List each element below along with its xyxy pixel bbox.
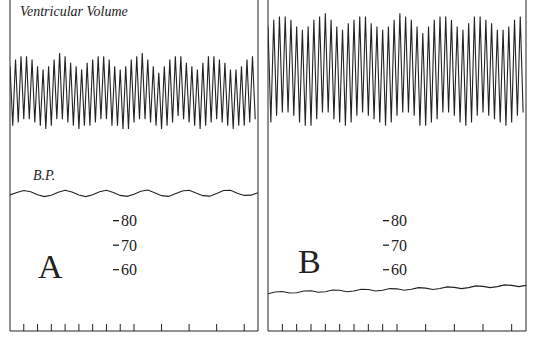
svg-text:80: 80 [121, 212, 137, 229]
svg-text:60: 60 [121, 261, 137, 278]
svg-text:80: 80 [391, 212, 407, 229]
svg-text:70: 70 [391, 237, 407, 254]
html-text:Ventricular Volume: Ventricular Volume [20, 4, 128, 19]
svg-text:70: 70 [121, 237, 137, 254]
html-text:B: B [298, 243, 321, 280]
html-text:B.P.: B.P. [33, 168, 56, 183]
html-text:A: A [38, 248, 63, 285]
svg-text:60: 60 [391, 261, 407, 278]
